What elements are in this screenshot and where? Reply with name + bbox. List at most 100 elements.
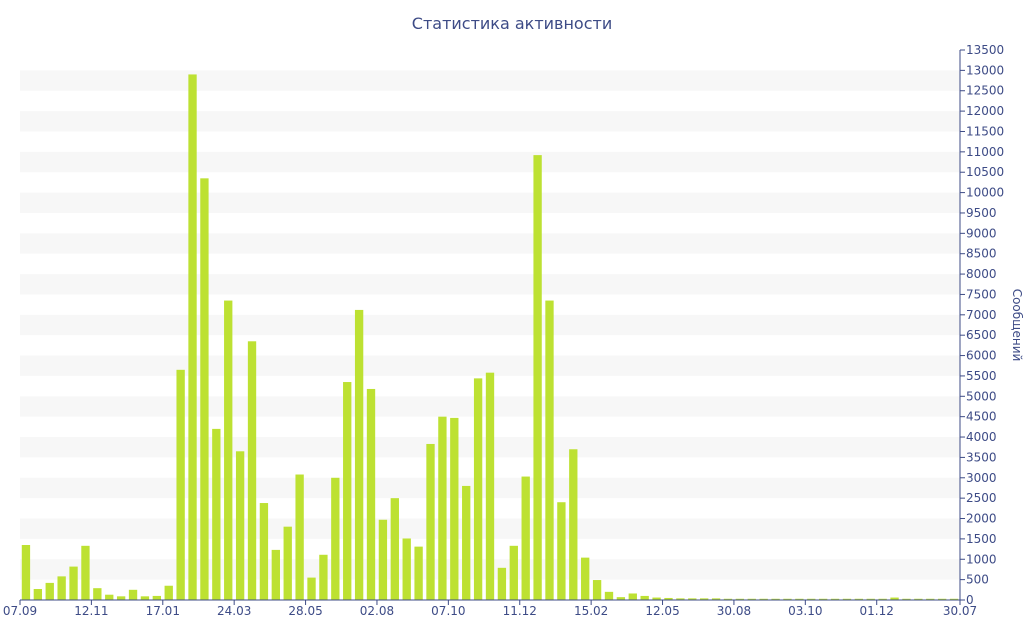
x-tick-label: 15.02 — [574, 604, 608, 618]
bar — [723, 598, 733, 600]
y-tick-label: 1500 — [966, 532, 997, 546]
bar — [795, 598, 804, 600]
bar — [521, 476, 530, 600]
grid-band — [20, 151, 960, 173]
bar — [414, 546, 423, 600]
bar — [390, 498, 399, 600]
bar — [700, 598, 709, 600]
bar — [628, 593, 637, 600]
x-tick-label: 12.11 — [74, 604, 108, 618]
bar — [450, 417, 459, 600]
y-tick-label: 4000 — [966, 430, 997, 444]
y-tick-label: 0 — [966, 593, 974, 607]
bar — [176, 369, 185, 600]
y-tick-label: 11000 — [966, 145, 1004, 159]
y-tick-label: 10000 — [966, 186, 1004, 200]
bar — [21, 545, 31, 600]
x-tick-label: 17.01 — [146, 604, 180, 618]
bar — [438, 416, 447, 600]
grid-band — [20, 70, 960, 91]
bar — [759, 598, 768, 600]
bar — [140, 596, 150, 600]
bar — [212, 428, 221, 600]
x-tick-label: 28.05 — [288, 604, 322, 618]
bar — [426, 443, 435, 600]
y-tick-label: 6000 — [966, 349, 997, 363]
y-tick-label: 3000 — [966, 471, 997, 485]
x-tick-label: 07.09 — [3, 604, 37, 618]
bar — [354, 309, 364, 600]
bar — [545, 300, 554, 600]
x-tick-label: 01.12 — [860, 604, 894, 618]
bar — [557, 502, 566, 600]
bar — [688, 598, 697, 600]
y-tick-label: 12000 — [966, 104, 1004, 118]
bar — [128, 589, 138, 600]
y-tick-label: 6500 — [966, 328, 997, 342]
bar — [735, 598, 745, 600]
bar — [902, 598, 911, 600]
y-tick-label: 500 — [966, 573, 989, 587]
bar — [69, 566, 78, 600]
bar — [890, 597, 899, 600]
bar — [462, 485, 471, 600]
y-tick-label: 5500 — [966, 369, 997, 383]
bar — [592, 580, 602, 600]
axes — [20, 50, 961, 601]
y-tick-label: 1000 — [966, 552, 997, 566]
bar — [866, 598, 875, 600]
bar — [937, 598, 947, 600]
bar — [830, 598, 840, 600]
bar — [878, 598, 887, 600]
bar — [271, 549, 280, 600]
bar — [509, 545, 518, 600]
y-tick-label: 9500 — [966, 206, 997, 220]
y-tick-label: 3500 — [966, 450, 997, 464]
bar — [164, 585, 173, 600]
bar — [188, 74, 197, 600]
bar — [45, 582, 54, 600]
bar — [819, 598, 828, 600]
y-tick-label: 8500 — [966, 247, 997, 261]
y-tick-label: 13000 — [966, 63, 1004, 77]
bar — [152, 595, 161, 600]
bar — [783, 598, 792, 600]
x-axis-ticks: 07.09 12.11 17.01 24.03 28.05 02.08 07.10 11.12… — [3, 600, 977, 618]
bar — [57, 576, 66, 600]
bar — [366, 388, 376, 600]
bar — [259, 503, 269, 600]
bar — [652, 597, 661, 600]
bar — [485, 372, 495, 600]
bar — [235, 451, 245, 600]
y-tick-label: 4500 — [966, 410, 997, 424]
x-tick-label: 03.10 — [788, 604, 822, 618]
bar — [116, 596, 126, 600]
bar — [224, 300, 233, 600]
bar — [473, 378, 483, 600]
y-tick-label: 10500 — [966, 165, 1004, 179]
bar — [914, 598, 923, 600]
bar — [497, 567, 507, 600]
grid-band — [20, 314, 960, 336]
bar — [854, 598, 864, 600]
x-tick-label: 30.08 — [717, 604, 751, 618]
bar — [295, 474, 304, 600]
y-axis-title: Сообщений — [1010, 289, 1024, 362]
bar — [402, 538, 411, 600]
bar — [581, 557, 590, 600]
x-tick-label: 02.08 — [360, 604, 394, 618]
bar — [949, 598, 959, 600]
bar — [616, 597, 626, 600]
bar — [105, 594, 114, 600]
bar — [81, 545, 90, 600]
x-tick-label: 30.07 — [943, 604, 977, 618]
bar — [771, 598, 780, 600]
x-tick-label: 07.10 — [431, 604, 465, 618]
y-tick-label: 9000 — [966, 226, 997, 240]
bar — [711, 598, 721, 600]
y-tick-label: 11500 — [966, 124, 1004, 138]
bar — [307, 577, 316, 600]
y-tick-label: 2000 — [966, 512, 997, 526]
bar — [283, 526, 292, 600]
